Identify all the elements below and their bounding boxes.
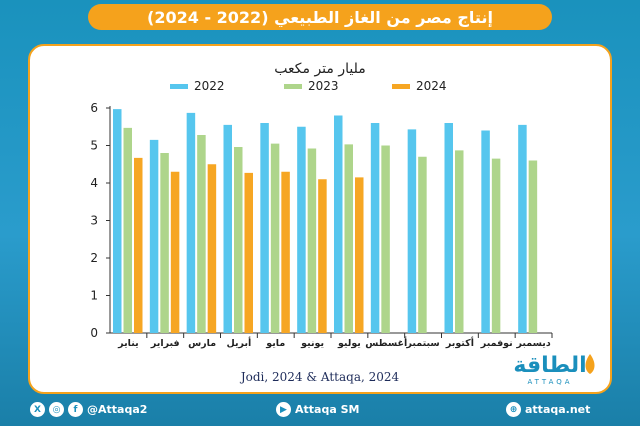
bar-2023-10 [491, 158, 501, 333]
x-tick-label: أغسطس [365, 336, 407, 349]
bar-2022-7 [370, 123, 380, 333]
x-tick-label: يونيو [300, 338, 324, 349]
bar-2023-11 [528, 160, 538, 333]
bar-2023-5 [307, 148, 317, 333]
bar-2023-6 [344, 144, 353, 333]
bar-2024-2 [207, 164, 217, 333]
youtube-icon[interactable]: ▶ [276, 402, 291, 417]
legend-label-2023: 2023 [308, 79, 339, 93]
social-handle[interactable]: @Attaqa2 [87, 403, 148, 416]
bar-2022-6 [334, 115, 343, 333]
x-tick-label: نوفمبر [480, 338, 513, 349]
bar-2022-4 [260, 123, 269, 333]
legend-label-2024: 2024 [416, 79, 447, 93]
bar-2023-4 [270, 143, 280, 333]
logo-latin: ATTAQA [527, 378, 572, 386]
instagram-icon[interactable]: ◎ [49, 402, 64, 417]
youtube-link[interactable]: ▶ Attaqa SM [276, 402, 359, 417]
social-links[interactable]: X ◎ f @Attaqa2 [30, 402, 147, 417]
x-tick-label: مايو [265, 338, 285, 349]
y-tick-label: 4 [90, 176, 98, 190]
x-tick-label: مارس [188, 338, 216, 349]
bar-2022-10 [481, 130, 490, 333]
bar-2023-7 [381, 145, 390, 333]
website-link[interactable]: ⊕ attaqa.net [506, 402, 590, 417]
page-title: إنتاج مصر من الغاز الطبيعي (2022 - 2024) [147, 7, 493, 27]
bar-2024-0 [134, 157, 143, 333]
bar-2022-9 [444, 123, 453, 333]
bar-2023-9 [455, 150, 464, 333]
x-tick-label: ديسمبر [515, 338, 550, 349]
bar-2022-1 [149, 139, 159, 333]
bar-2024-4 [281, 171, 290, 333]
bar-2023-1 [160, 153, 169, 333]
x-icon[interactable]: X [30, 402, 45, 417]
bar-2024-6 [355, 177, 364, 333]
y-tick-label: 5 [90, 139, 98, 153]
legend-swatch-2022 [170, 84, 188, 89]
x-tick-label: أبريل [227, 336, 252, 349]
bar-2022-5 [297, 126, 306, 333]
bar-2023-0 [123, 127, 132, 333]
x-tick-label: يوليو [337, 338, 361, 349]
legend-label-2022: 2022 [194, 79, 225, 93]
source-note: Jodi, 2024 & Attaqa, 2024 [239, 370, 400, 384]
bar-2024-3 [244, 172, 253, 333]
bar-2022-8 [407, 129, 417, 333]
bar-2023-3 [234, 147, 243, 333]
youtube-handle[interactable]: Attaqa SM [295, 403, 360, 416]
bar-2022-3 [223, 124, 232, 333]
website-url[interactable]: attaqa.net [525, 403, 591, 416]
title-banner: إنتاج مصر من الغاز الطبيعي (2022 - 2024) [88, 4, 552, 30]
flame-icon [585, 354, 595, 374]
x-tick-label: أكتوبر [445, 336, 474, 349]
bar-2022-11 [518, 124, 527, 333]
y-tick-label: 1 [90, 289, 98, 303]
bar-2022-2 [186, 112, 196, 333]
chart-title: مليار متر مكعب [274, 61, 365, 77]
y-tick-label: 3 [90, 214, 98, 228]
legend-swatch-2024 [392, 84, 410, 89]
y-tick-label: 6 [90, 101, 98, 115]
globe-icon[interactable]: ⊕ [506, 402, 521, 417]
bar-2024-5 [318, 179, 327, 333]
bar-2022-0 [113, 109, 122, 333]
logo-arabic: الطاقة [513, 353, 586, 378]
y-tick-label: 0 [90, 326, 98, 340]
bar-2023-8 [418, 156, 427, 333]
bar-2023-2 [197, 135, 206, 333]
x-tick-label: فبراير [150, 338, 180, 349]
x-tick-label: يناير [117, 338, 139, 349]
legend-swatch-2023 [284, 84, 302, 89]
bar-2024-1 [170, 171, 180, 333]
attaqa-logo: الطاقة ATTAQA [492, 346, 602, 386]
x-tick-label: سبتمبر [405, 338, 439, 349]
facebook-icon[interactable]: f [68, 402, 83, 417]
footer: X ◎ f @Attaqa2 ▶ Attaqa SM ⊕ attaqa.net [0, 396, 640, 426]
y-tick-label: 2 [90, 251, 98, 265]
